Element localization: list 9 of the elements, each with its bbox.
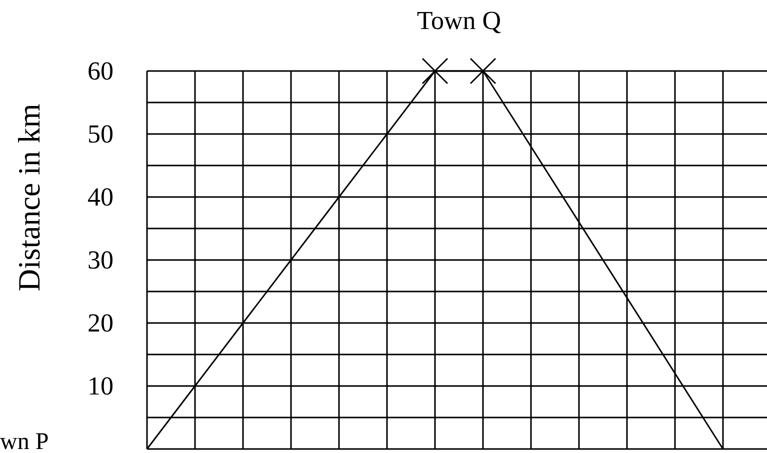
text: wn P — [0, 429, 49, 453]
y-tick-label: 30 — [88, 246, 114, 274]
y-tick-label: 10 — [88, 372, 114, 400]
annotation: Town Q — [416, 6, 502, 35]
y-axis-title: Distance in km — [12, 104, 46, 292]
y-tick-label: 60 — [88, 56, 114, 86]
y-tick-label: 50 — [88, 120, 114, 148]
y-tick-label: 40 — [88, 182, 114, 212]
y-tick-label: 20 — [88, 308, 114, 338]
